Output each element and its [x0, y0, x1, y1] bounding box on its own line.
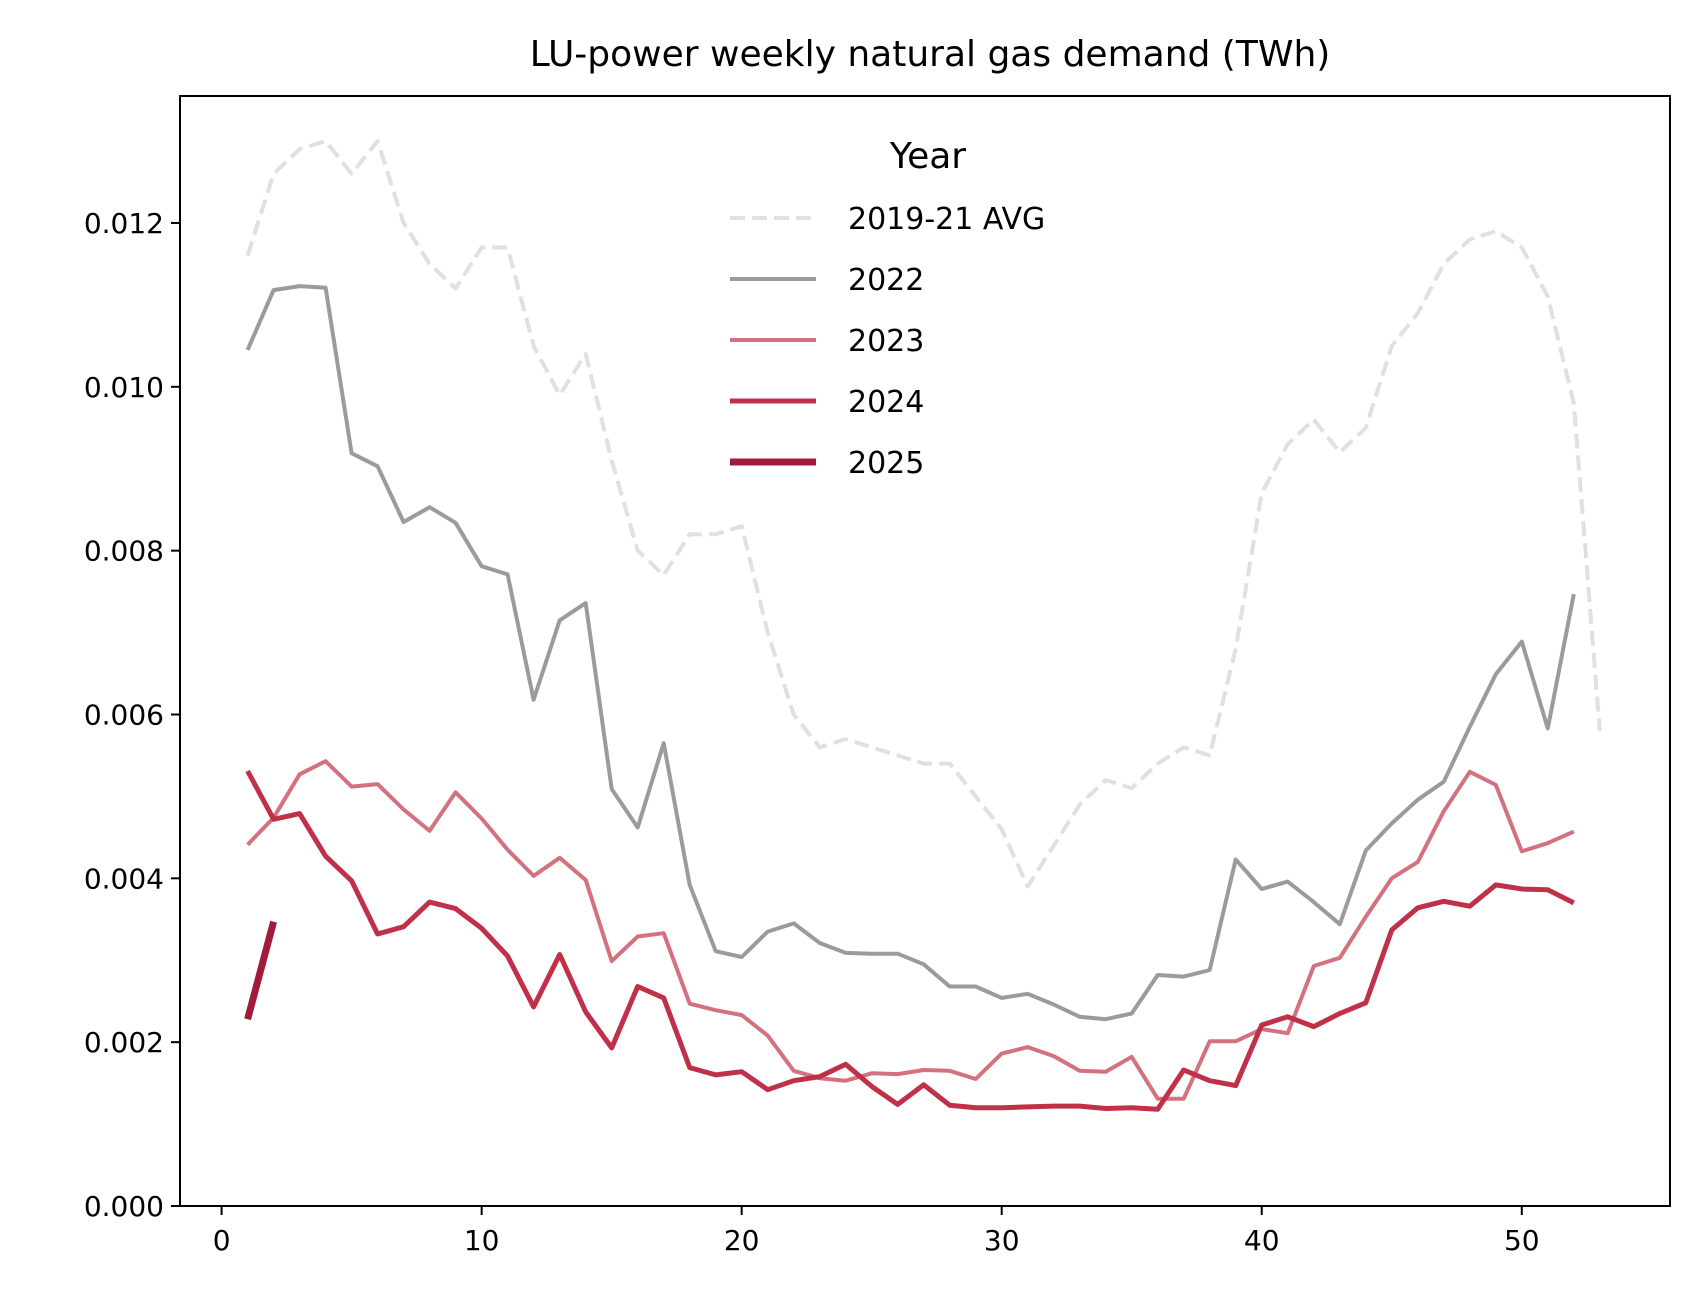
- series-layer: [244, 139, 1602, 1112]
- legend-label: 2019-21 AVG: [848, 202, 1045, 237]
- y-tick-label: 0.000: [84, 1190, 164, 1223]
- chart-title: LU-power weekly natural gas demand (TWh): [530, 34, 1331, 75]
- x-tick-label: 50: [1504, 1224, 1540, 1257]
- y-tick-label: 0.010: [84, 371, 164, 404]
- x-tick-label: 0: [213, 1224, 231, 1257]
- y-tick-label: 0.002: [84, 1026, 164, 1059]
- y-tick-label: 0.006: [84, 698, 164, 731]
- y-tick-label: 0.012: [84, 207, 164, 240]
- series-line-2024: [245, 769, 1575, 1112]
- y-axis: 0.000 0.002 0.004 0.006 0.008 0.010 0.012: [84, 207, 180, 1223]
- legend-label: 2022: [848, 263, 924, 298]
- series-line-2022: [245, 284, 1576, 1022]
- series-line-2025: [244, 920, 277, 1021]
- plot-frame: [179, 95, 1671, 1207]
- series-line-2023: [246, 759, 1575, 1101]
- legend-label: 2023: [848, 324, 924, 359]
- y-tick-label: 0.008: [84, 535, 164, 568]
- x-axis: 0 10 20 30 40 50: [213, 1206, 1540, 1257]
- y-tick-label: 0.004: [84, 862, 164, 895]
- legend: Year 2019-21 AVG 2022 2023 2024 2025: [730, 136, 1045, 481]
- legend-label: 2024: [848, 385, 924, 420]
- legend-label: 2025: [848, 446, 924, 481]
- series-line-2019-21-avg: [245, 139, 1602, 889]
- x-tick-label: 10: [464, 1224, 500, 1257]
- x-tick-label: 20: [724, 1224, 760, 1257]
- x-tick-label: 30: [984, 1224, 1020, 1257]
- x-tick-label: 40: [1244, 1224, 1280, 1257]
- legend-title: Year: [889, 136, 966, 177]
